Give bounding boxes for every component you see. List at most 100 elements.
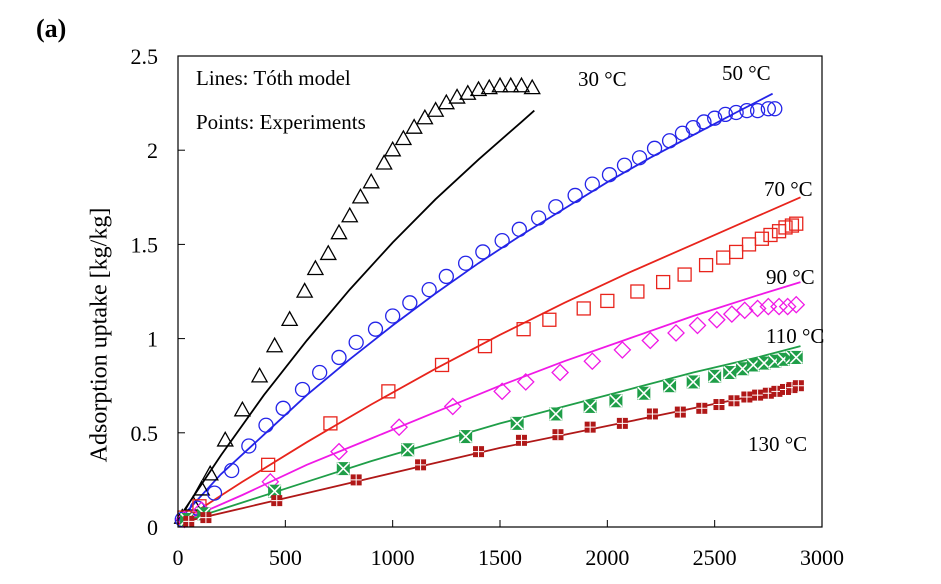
panel-label: (a): [36, 14, 67, 43]
data-point: [512, 76, 531, 93]
data-point: [295, 282, 314, 298]
data-point: [583, 399, 597, 413]
data-point: [722, 305, 741, 324]
data-point: [331, 349, 347, 366]
data-point: [754, 231, 770, 246]
data-point: [698, 257, 714, 273]
data-point: [271, 495, 283, 507]
data-point: [469, 80, 488, 97]
data-point: [760, 101, 776, 117]
data-point: [641, 331, 660, 350]
x-tick-label: 1500: [478, 545, 522, 570]
data-point: [401, 443, 415, 457]
series-label: 90 °C: [766, 265, 815, 289]
data-point: [416, 108, 434, 125]
data-point: [390, 418, 409, 437]
data-point: [330, 223, 348, 240]
data-point: [630, 284, 645, 299]
data-point: [609, 394, 623, 408]
data-point: [459, 430, 473, 444]
data-point: [735, 301, 754, 320]
data-point: [584, 176, 600, 192]
data-point: [491, 76, 509, 93]
data-point: [789, 216, 804, 231]
data-point: [723, 365, 737, 380]
data-point: [707, 110, 723, 126]
data-point: [443, 397, 462, 416]
data-point: [600, 293, 615, 309]
experiment-points: [173, 76, 806, 529]
data-point: [663, 379, 677, 393]
data-point: [280, 310, 299, 327]
data-point: [552, 429, 564, 441]
data-point: [716, 250, 731, 265]
series-label: 70 °C: [764, 177, 813, 201]
data-point: [250, 366, 269, 383]
data-point: [319, 244, 337, 261]
data-point: [477, 338, 493, 354]
data-point: [448, 88, 466, 104]
data-point: [661, 133, 678, 149]
data-point: [778, 297, 797, 316]
data-point: [438, 268, 454, 285]
data-point: [394, 129, 413, 146]
data-point: [752, 389, 764, 401]
series-label: 50 °C: [722, 61, 771, 85]
data-point: [375, 154, 393, 170]
data-point: [421, 281, 437, 298]
data-point: [616, 157, 633, 173]
data-point: [381, 384, 396, 399]
data-point: [434, 357, 450, 373]
data-point: [613, 340, 632, 359]
data-point: [265, 336, 284, 353]
data-point: [646, 140, 663, 156]
data-point: [415, 459, 427, 471]
data-point: [728, 104, 744, 121]
data-point: [216, 431, 234, 447]
data-point: [362, 172, 380, 189]
data-point: [473, 446, 485, 458]
data-point: [741, 391, 753, 403]
data-point: [746, 358, 760, 372]
data-point: [494, 232, 510, 249]
data-point: [515, 434, 527, 446]
data-point: [502, 76, 520, 93]
data-point: [601, 167, 618, 183]
axis-ticks: 0 500 1000 1500 2000 2500 3000 0 0.5 1 1.5 2 2.5: [131, 44, 845, 570]
data-point: [542, 312, 557, 327]
data-point: [516, 373, 535, 391]
data-point: [736, 362, 750, 376]
data-point: [551, 363, 570, 382]
data-point: [493, 382, 512, 401]
model-line-0: [177, 109, 535, 521]
x-tick-label: 500: [269, 545, 302, 570]
data-point: [713, 399, 725, 411]
x-tick-label: 2500: [693, 545, 737, 570]
data-point: [458, 255, 474, 271]
series-label: 110 °C: [766, 324, 824, 348]
data-point: [787, 295, 806, 314]
data-point: [183, 515, 195, 527]
data-point: [224, 462, 240, 479]
data-point: [437, 93, 456, 110]
series-label: 30 °C: [578, 67, 627, 91]
data-point: [350, 474, 362, 486]
data-point: [677, 267, 692, 282]
y-tick-label: 0.5: [131, 421, 159, 446]
data-point: [426, 101, 445, 117]
data-point: [637, 386, 651, 400]
data-point: [717, 106, 734, 123]
data-point: [385, 308, 401, 324]
data-point: [233, 400, 252, 417]
data-point: [567, 187, 583, 204]
data-point: [330, 442, 348, 461]
y-tick-label: 2.5: [131, 44, 159, 69]
data-point: [341, 206, 359, 223]
data-point: [523, 78, 541, 95]
data-point: [792, 380, 804, 392]
data-point: [402, 295, 418, 311]
data-point: [192, 479, 211, 496]
data-point: [686, 375, 700, 389]
data-point: [763, 227, 778, 243]
